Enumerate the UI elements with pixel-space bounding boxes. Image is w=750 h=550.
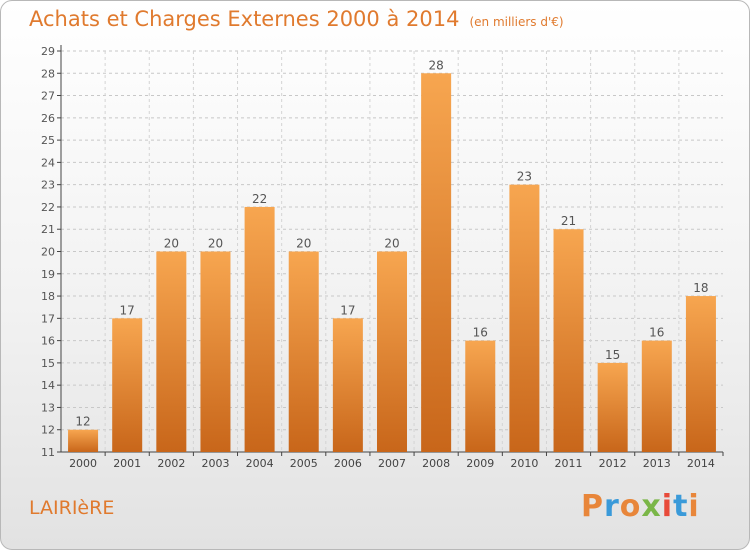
data-label: 17 [120, 303, 135, 317]
bar [68, 429, 99, 452]
y-tick-label: 19 [41, 268, 55, 281]
y-tick-label: 20 [41, 246, 55, 259]
data-label: 20 [296, 237, 311, 251]
data-label: 23 [517, 170, 532, 184]
logo-letter: i [661, 489, 674, 524]
y-tick-label: 28 [41, 67, 55, 80]
bar [553, 229, 584, 452]
bar [641, 340, 672, 452]
bar [421, 73, 452, 453]
logo-letter: x [641, 489, 662, 524]
data-label: 22 [252, 192, 267, 206]
data-label: 20 [164, 237, 179, 251]
bar [244, 206, 275, 452]
y-tick-label: 26 [41, 112, 55, 125]
x-tick-label: 2008 [422, 457, 450, 470]
data-label: 12 [75, 415, 90, 429]
y-tick-label: 29 [41, 45, 55, 58]
y-tick-label: 22 [41, 201, 55, 214]
data-label: 16 [649, 326, 664, 340]
data-label: 15 [605, 348, 620, 362]
x-tick-label: 2009 [466, 457, 494, 470]
bar [685, 296, 716, 452]
y-tick-label: 18 [41, 290, 55, 303]
logo-letter: i [688, 489, 700, 524]
x-tick-label: 2005 [290, 457, 318, 470]
y-tick-label: 13 [41, 401, 55, 414]
x-tick-label: 2013 [643, 457, 671, 470]
x-tick-label: 2004 [246, 457, 274, 470]
bar [597, 362, 628, 452]
proxiti-logo: Proxiti [581, 489, 700, 524]
data-label: 16 [473, 326, 488, 340]
x-tick-label: 2006 [334, 457, 362, 470]
y-tick-label: 12 [41, 424, 55, 437]
data-labels: 12 17 20 20 22 20 17 20 28 16 23 21 15 16 18 [75, 58, 708, 428]
bar [376, 251, 408, 452]
x-tick-label: 2012 [599, 457, 627, 470]
chart-title: Achats et Charges Externes 2000 à 2014 (e… [29, 7, 564, 31]
y-tick-label: 11 [41, 446, 55, 459]
bar [288, 251, 319, 452]
bar [332, 318, 363, 452]
bars [68, 73, 716, 453]
y-tick-label: 15 [41, 357, 55, 370]
bar [200, 251, 231, 452]
bar [112, 318, 143, 452]
x-tick-label: 2014 [687, 457, 715, 470]
x-tick-label: 2003 [201, 457, 229, 470]
data-label: 20 [208, 237, 223, 251]
logo-letter: P [581, 489, 604, 524]
logo-letter: t [673, 489, 689, 524]
y-tick-label: 23 [41, 179, 55, 192]
y-tick-label: 24 [41, 156, 55, 169]
logo-letter: o [619, 489, 642, 524]
x-tick-label: 2001 [113, 457, 141, 470]
chart-title-text: Achats et Charges Externes 2000 à 2014 [29, 7, 460, 31]
x-tick-label: 2007 [378, 457, 406, 470]
y-tick-label: 16 [41, 335, 55, 348]
y-tick-label: 25 [41, 134, 55, 147]
bar [156, 251, 187, 452]
x-tick-label: 2000 [69, 457, 97, 470]
data-label: 17 [340, 303, 355, 317]
x-tick-label: 2011 [555, 457, 583, 470]
bar [509, 184, 540, 452]
data-label: 20 [384, 237, 399, 251]
data-label: 18 [693, 281, 708, 295]
y-tick-label: 17 [41, 312, 55, 325]
data-label: 28 [428, 58, 443, 72]
x-tick-label: 2010 [510, 457, 538, 470]
logo-letter: r [604, 489, 620, 524]
y-tick-label: 21 [41, 223, 55, 236]
chart-subtitle: (en milliers d'€) [469, 15, 564, 29]
data-label: 21 [561, 214, 576, 228]
bar [465, 340, 496, 452]
x-tick-label: 2002 [157, 457, 185, 470]
y-tick-label: 14 [41, 379, 55, 392]
commune-name: LAIRIèRE [29, 497, 115, 519]
y-tick-label: 27 [41, 90, 55, 103]
